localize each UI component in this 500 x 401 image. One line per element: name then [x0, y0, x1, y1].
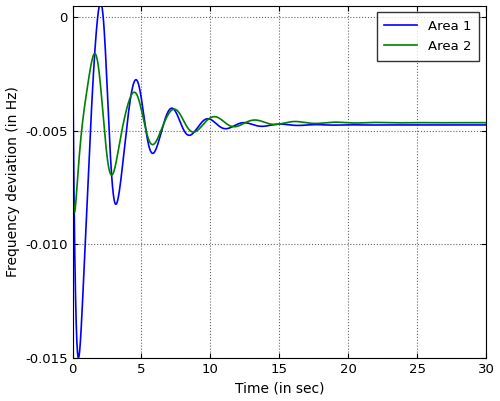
Area 1 — [378, 123, 384, 128]
Area 1 — [410, 123, 416, 128]
Line: Area 2: Area 2 — [72, 54, 486, 213]
Line: Area 1: Area 1 — [72, 3, 486, 358]
Area 2 — [92, 51, 98, 56]
Area 1 — [228, 125, 234, 130]
Area 1 — [483, 123, 489, 128]
X-axis label: Time (in sec): Time (in sec) — [234, 381, 324, 395]
Area 1 — [98, 0, 103, 5]
Area 2 — [410, 120, 416, 125]
Area 2 — [72, 210, 78, 215]
Area 2 — [338, 120, 344, 125]
Area 1 — [318, 122, 324, 127]
Area 2 — [228, 124, 234, 129]
Area 2 — [145, 135, 151, 140]
Area 1 — [338, 123, 344, 128]
Y-axis label: Frequency deviation (in Hz): Frequency deviation (in Hz) — [6, 86, 20, 277]
Legend: Area 1, Area 2: Area 1, Area 2 — [376, 12, 480, 61]
Area 1 — [70, 14, 75, 19]
Area 2 — [378, 120, 384, 125]
Area 1 — [145, 139, 151, 144]
Area 1 — [76, 355, 82, 360]
Area 2 — [70, 136, 75, 141]
Area 2 — [318, 121, 324, 126]
Area 2 — [483, 120, 489, 125]
